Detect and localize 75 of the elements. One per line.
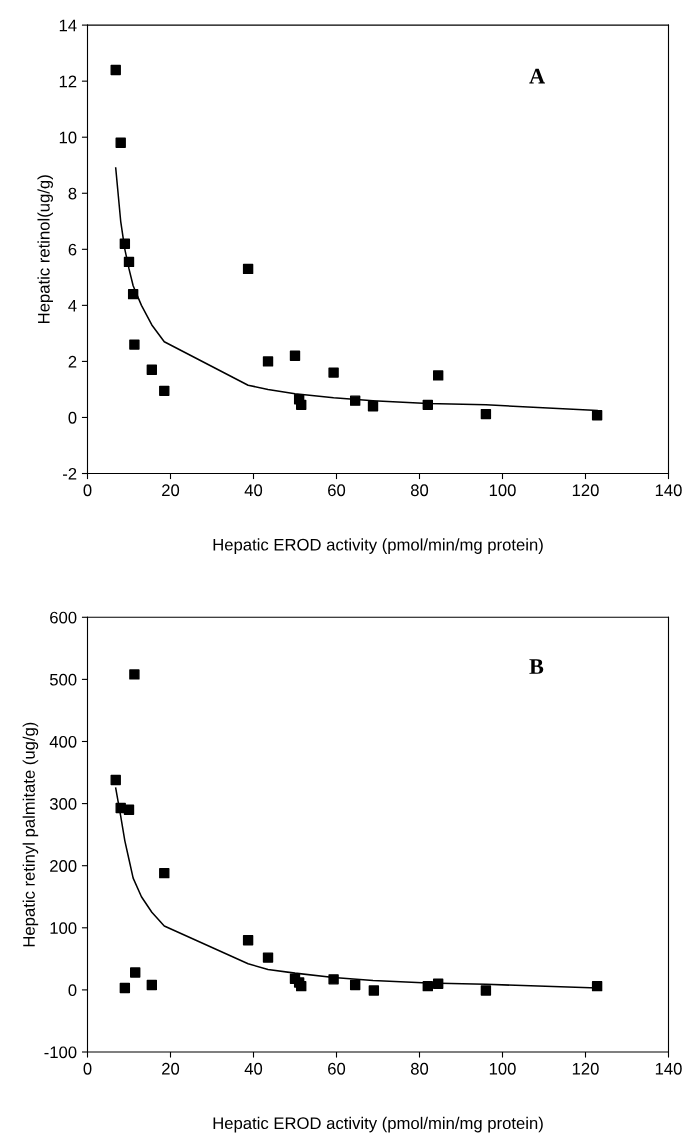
- y-tick-label: 0: [68, 411, 77, 424]
- x-tick-label: 0: [83, 1062, 92, 1075]
- y-tick-label: 10: [59, 131, 77, 144]
- y-tick-label: 0: [68, 984, 77, 997]
- x-tick-label: 140: [655, 484, 682, 497]
- point: [115, 137, 126, 149]
- point: [262, 952, 274, 963]
- x-axis-title: Hepatic EROD activity (pmol/min/mg protein): [213, 1116, 543, 1133]
- point: [110, 64, 121, 76]
- y-axis-title: Hepatic retinol(ug/g): [37, 175, 53, 323]
- point: [591, 980, 603, 992]
- y-axis-title: Hepatic retinyl palmitate (ug/g): [22, 722, 39, 947]
- point: [289, 350, 301, 362]
- point: [432, 978, 444, 989]
- x-tick-label: 60: [328, 484, 346, 497]
- x-tick-label: 40: [244, 484, 263, 497]
- y-tick-label: -2: [63, 467, 77, 480]
- point: [159, 867, 170, 879]
- x-tick-label: 120: [572, 1062, 599, 1075]
- point: [422, 980, 433, 992]
- y-tick-label: 600: [50, 611, 77, 624]
- point: [296, 399, 307, 411]
- x-tick-label: 120: [572, 484, 599, 497]
- point: [130, 967, 141, 978]
- point: [480, 985, 492, 996]
- point: [146, 979, 158, 991]
- y-tick-label: 4: [68, 299, 77, 312]
- x-tick-label: 80: [410, 1062, 429, 1075]
- x-tick-label: 60: [328, 1062, 346, 1075]
- annotation: B: [529, 659, 544, 674]
- point: [422, 399, 433, 411]
- point: [480, 408, 492, 420]
- point: [129, 669, 140, 680]
- point: [349, 979, 361, 991]
- y-tick-label: 6: [68, 243, 77, 256]
- point: [129, 339, 140, 350]
- point: [328, 367, 339, 378]
- y-tick-label: 2: [68, 355, 77, 368]
- point: [328, 974, 339, 985]
- point: [242, 263, 254, 275]
- point: [146, 364, 158, 376]
- point: [262, 356, 274, 367]
- point: [159, 385, 170, 397]
- x-tick-label: 40: [244, 1062, 263, 1075]
- x-tick-label: 20: [162, 1062, 180, 1075]
- x-tick-label: 140: [655, 1062, 682, 1075]
- point: [119, 238, 131, 249]
- y-tick-label: 8: [68, 187, 77, 200]
- point: [110, 774, 121, 786]
- x-tick-label: 100: [489, 484, 516, 497]
- annotation: A: [529, 68, 545, 84]
- y-tick-label: 100: [50, 922, 77, 934]
- x-tick-label: 100: [489, 1062, 516, 1075]
- y-tick-label: -100: [44, 1046, 77, 1059]
- point: [368, 985, 380, 996]
- point: [432, 370, 444, 381]
- point: [242, 935, 254, 946]
- x-tick-label: 20: [162, 484, 180, 497]
- point: [349, 395, 361, 406]
- point: [123, 256, 135, 268]
- x-axis-title: Hepatic EROD activity (pmol/min/mg protein): [213, 538, 543, 554]
- y-tick-label: 14: [59, 19, 77, 32]
- x-tick-label: 0: [83, 484, 92, 497]
- y-tick-label: 300: [49, 797, 77, 810]
- point: [123, 804, 135, 815]
- y-tick-label: 200: [50, 860, 77, 872]
- x-tick-label: 80: [410, 484, 429, 497]
- y-tick-label: 400: [49, 735, 77, 748]
- point: [127, 288, 139, 300]
- point: [119, 982, 131, 994]
- point: [367, 401, 379, 412]
- point: [296, 980, 307, 992]
- y-tick-label: 12: [59, 75, 77, 88]
- y-tick-label: 500: [49, 673, 77, 686]
- point: [591, 410, 603, 421]
